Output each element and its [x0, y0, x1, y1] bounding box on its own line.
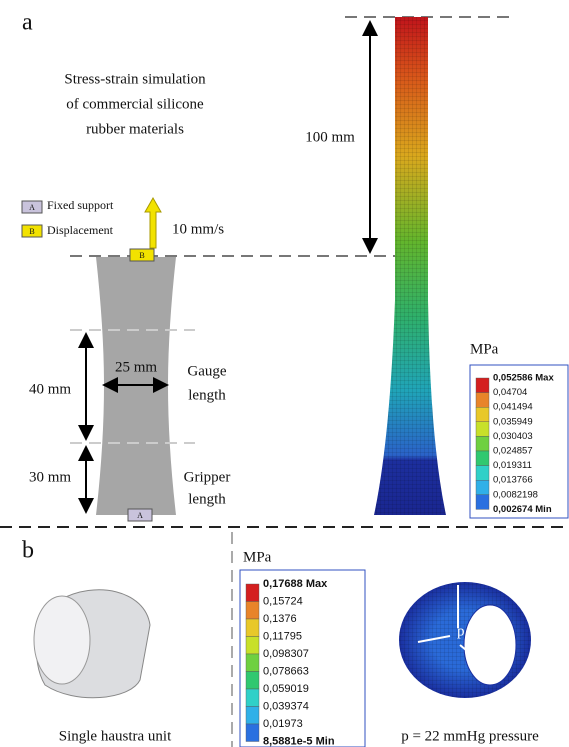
caption: Single haustra unit [59, 728, 172, 744]
scale-label: 0,013766 [493, 475, 533, 486]
scale-color [246, 584, 259, 602]
scale-color [246, 672, 259, 690]
haustra-opening [34, 596, 90, 684]
key-label: A [137, 511, 143, 520]
scale-color [476, 466, 489, 481]
scale-color [246, 707, 259, 725]
pressure-label: p [457, 623, 465, 639]
scale-label: 0,052586 Max [493, 373, 554, 384]
scale-label: 0,0082198 [493, 489, 538, 500]
region-label: Gauge [187, 363, 226, 379]
scale-color [246, 654, 259, 672]
scale-color [476, 495, 489, 510]
scale-label: 0,1376 [263, 613, 297, 625]
scale-color [246, 619, 259, 637]
caption: rubber materials [86, 121, 184, 137]
scale-color [476, 393, 489, 408]
scale-color [246, 689, 259, 707]
scale-label: 0,04704 [493, 387, 527, 398]
scale-color [476, 436, 489, 451]
scale-label: 0,11795 [263, 630, 302, 642]
legend-text: Fixed support [47, 198, 114, 212]
scale-label: 0,019311 [493, 460, 532, 471]
scale-unit: MPa [243, 549, 272, 565]
scale-color [476, 480, 489, 495]
scale-label: 0,039374 [263, 700, 309, 712]
scale-color [246, 602, 259, 620]
panel-label: b [22, 538, 34, 564]
legend-text: Displacement [47, 223, 114, 237]
scale-label: 0,041494 [493, 402, 533, 413]
legend-key-label: B [29, 227, 34, 236]
scale-color [246, 637, 259, 655]
caption: p = 22 mmHg pressure [401, 728, 539, 744]
dimension-label: 100 mm [305, 129, 355, 145]
scale-color [476, 378, 489, 393]
scale-label: 0,030403 [493, 431, 533, 442]
scale-label: 0,17688 Max [263, 578, 328, 590]
caption: Stress-strain simulation [64, 71, 206, 87]
scale-label: 0,035949 [493, 416, 533, 427]
scale-label: 0,002674 Min [493, 504, 552, 515]
speed-label: 10 mm/s [172, 221, 224, 237]
scale-label: 0,059019 [263, 683, 309, 695]
caption: of commercial silicone [66, 96, 204, 112]
scale-color [476, 451, 489, 466]
dimension-label: 30 mm [29, 469, 71, 485]
dimension-label: 25 mm [115, 359, 157, 375]
scale-color [246, 724, 259, 742]
region-label: Gripper [184, 469, 231, 485]
scale-unit: MPa [470, 341, 499, 357]
scale-label: 0,15724 [263, 595, 303, 607]
scale-color [476, 407, 489, 422]
region-label: length [188, 491, 226, 507]
legend-key-label: A [29, 203, 35, 212]
scale-label: 0,024857 [493, 446, 533, 457]
scale-label: 0,098307 [263, 648, 309, 660]
balloon-opening [464, 605, 516, 685]
region-label: length [188, 387, 226, 403]
displacement-arrow [145, 198, 161, 248]
mesh [374, 17, 446, 515]
panel-label: a [22, 10, 33, 36]
figure: a Stress-strain simulation of commercial… [0, 0, 569, 747]
scale-label: 8,5881e-5 Min [263, 735, 335, 747]
dimension-label: 40 mm [29, 381, 71, 397]
scale-color [476, 422, 489, 437]
scale-label: 0,01973 [263, 718, 303, 730]
scale-label: 0,078663 [263, 665, 309, 677]
key-label: B [139, 251, 144, 260]
